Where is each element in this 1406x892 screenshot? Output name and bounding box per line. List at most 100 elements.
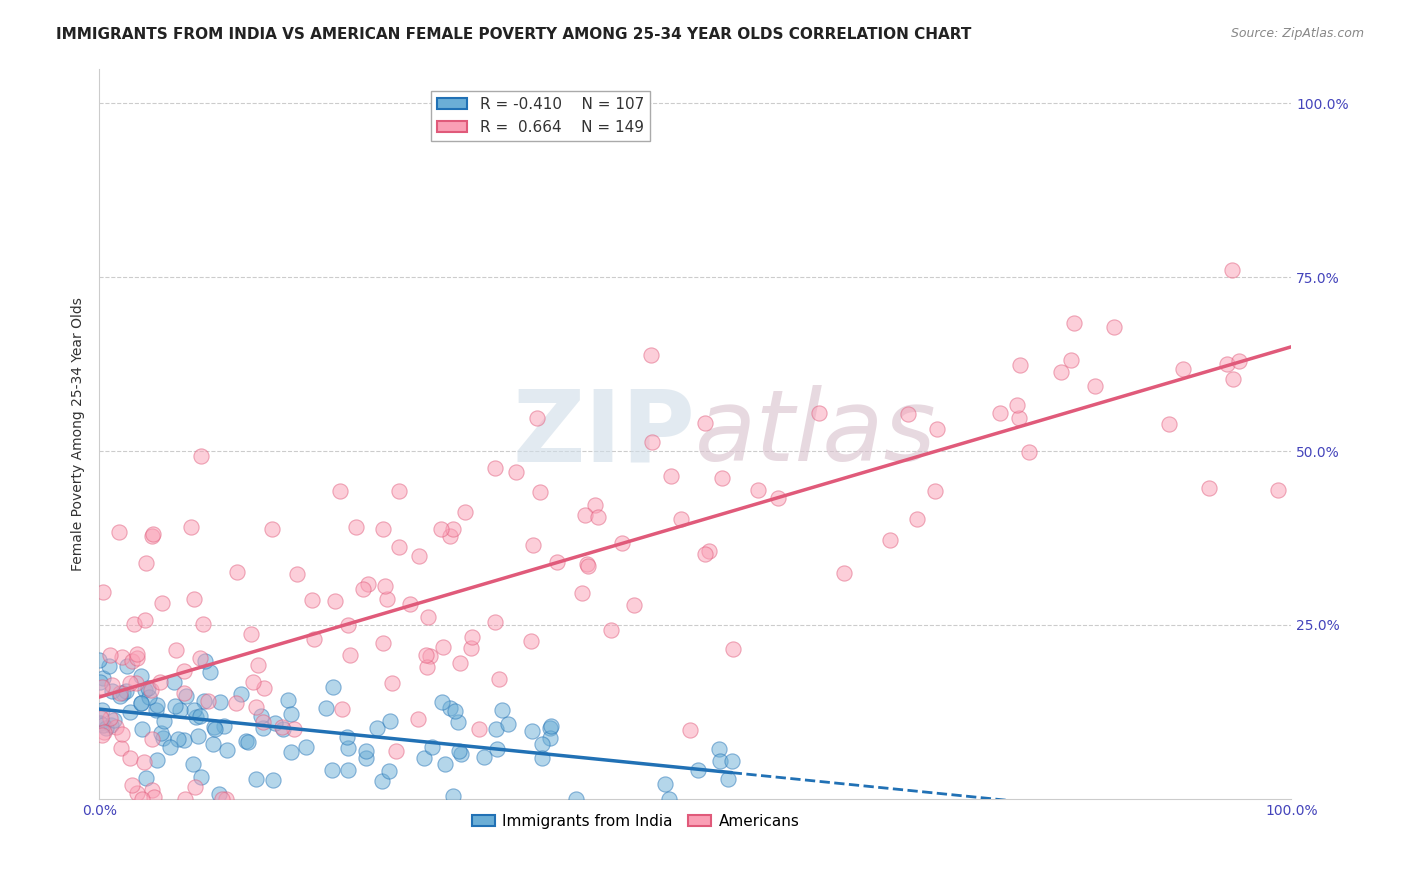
Point (190, 450, 212, 464)
Point (121, 654, 143, 668)
Point (180, 520, 202, 534)
Point (988, 406, 1011, 420)
Point (720, 754, 742, 768)
Point (1008, 411, 1031, 425)
Point (430, 523, 453, 537)
Point (91, 585, 114, 599)
Point (238, 735, 260, 749)
Point (208, 695, 231, 709)
Point (654, 777, 676, 791)
Point (260, 522, 283, 536)
Point (907, 512, 929, 526)
Point (1063, 316, 1085, 330)
Point (198, 665, 221, 679)
Point (159, 739, 181, 754)
Point (531, 751, 554, 765)
Point (93, 725, 115, 739)
Point (262, 773, 284, 788)
Point (747, 483, 769, 498)
Point (215, 743, 238, 757)
Point (173, 686, 195, 700)
Point (406, 712, 429, 726)
Point (98, 711, 121, 725)
Point (447, 715, 470, 730)
Point (439, 701, 461, 715)
Point (142, 790, 165, 805)
Point (225, 565, 247, 579)
Point (138, 690, 160, 705)
Point (449, 657, 471, 671)
Point (600, 624, 623, 638)
Point (136, 681, 159, 695)
Point (565, 792, 588, 806)
Point (245, 772, 267, 787)
Point (388, 540, 411, 554)
Point (472, 750, 495, 764)
Point (337, 618, 360, 632)
Point (415, 648, 437, 662)
Point (540, 719, 562, 733)
Point (202, 720, 225, 734)
Point (526, 411, 548, 425)
Point (101, 683, 124, 698)
Point (169, 703, 191, 717)
Point (181, 756, 204, 771)
Point (173, 665, 195, 679)
Point (186, 709, 208, 723)
Point (697, 543, 720, 558)
Point (118, 751, 141, 765)
Point (149, 674, 172, 689)
Point (378, 714, 401, 729)
Point (141, 731, 163, 746)
Point (520, 634, 543, 648)
Point (1005, 398, 1028, 412)
Point (253, 681, 276, 696)
Point (371, 773, 394, 788)
Point (122, 617, 145, 632)
Point (215, 792, 238, 806)
Point (91, 671, 114, 685)
Point (163, 674, 186, 689)
Point (152, 731, 174, 746)
Point (252, 721, 274, 735)
Point (165, 643, 187, 657)
Point (114, 684, 136, 698)
Point (91, 718, 114, 732)
Point (434, 757, 457, 772)
Point (571, 585, 593, 599)
Point (375, 592, 398, 607)
Point (271, 722, 294, 736)
Text: IMMIGRANTS FROM INDIA VS AMERICAN FEMALE POVERTY AMONG 25-34 YEAR OLDS CORRELATI: IMMIGRANTS FROM INDIA VS AMERICAN FEMALE… (56, 27, 972, 42)
Point (280, 706, 302, 721)
Point (419, 649, 441, 664)
Point (225, 696, 247, 710)
Point (336, 730, 359, 744)
Point (1159, 417, 1181, 432)
Text: ZIP: ZIP (512, 385, 695, 483)
Point (184, 780, 207, 795)
Point (1171, 361, 1194, 376)
Point (125, 676, 148, 690)
Point (371, 636, 394, 650)
Point (150, 726, 173, 740)
Point (352, 582, 374, 597)
Point (496, 717, 519, 731)
Point (167, 732, 190, 747)
Point (925, 422, 948, 436)
Point (90, 711, 112, 725)
Point (439, 529, 461, 543)
Point (117, 659, 139, 673)
Point (488, 673, 510, 687)
Text: atlas: atlas (695, 385, 936, 483)
Point (371, 522, 394, 536)
Point (485, 741, 508, 756)
Legend: Immigrants from India, Americans: Immigrants from India, Americans (465, 808, 806, 835)
Point (120, 706, 142, 720)
Point (484, 460, 506, 475)
Point (1010, 358, 1032, 372)
Point (546, 555, 568, 569)
Point (444, 704, 467, 718)
Point (416, 610, 439, 624)
Point (110, 741, 132, 756)
Point (640, 348, 662, 362)
